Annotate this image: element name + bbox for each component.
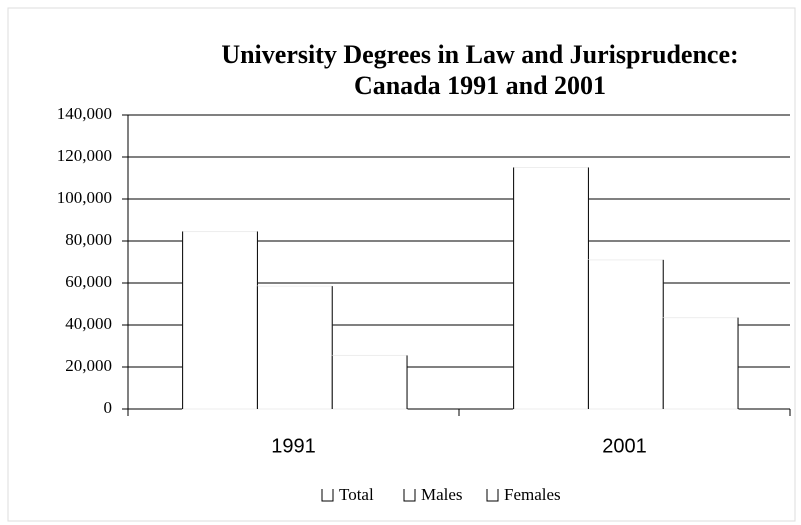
bar — [256, 285, 333, 410]
x-tick-label: 2001 — [602, 435, 647, 457]
y-tick-label: 140,000 — [57, 104, 112, 123]
chart-border — [7, 7, 796, 522]
bar — [513, 167, 589, 410]
y-tick-label: 20,000 — [65, 356, 112, 375]
bar — [182, 231, 258, 410]
bar — [662, 317, 739, 410]
chart-title: Canada 1991 and 2001 — [354, 71, 606, 100]
y-tick-label: 60,000 — [65, 272, 112, 291]
legend-swatch — [486, 489, 499, 502]
legend-label: Males — [421, 485, 463, 504]
chart-title: University Degrees in Law and Jurisprude… — [221, 40, 738, 69]
legend-swatch — [403, 489, 416, 502]
legend-swatch — [321, 489, 334, 502]
y-tick-label: 100,000 — [57, 188, 112, 207]
y-tick-label: 40,000 — [65, 314, 112, 333]
y-tick-label: 120,000 — [57, 146, 112, 165]
y-tick-label: 0 — [104, 398, 113, 417]
bar — [587, 259, 664, 410]
y-tick-label: 80,000 — [65, 230, 112, 249]
legend-label: Total — [339, 485, 374, 504]
legend-label: Females — [504, 485, 561, 504]
x-tick-label: 1991 — [271, 435, 316, 457]
bar — [331, 354, 408, 410]
